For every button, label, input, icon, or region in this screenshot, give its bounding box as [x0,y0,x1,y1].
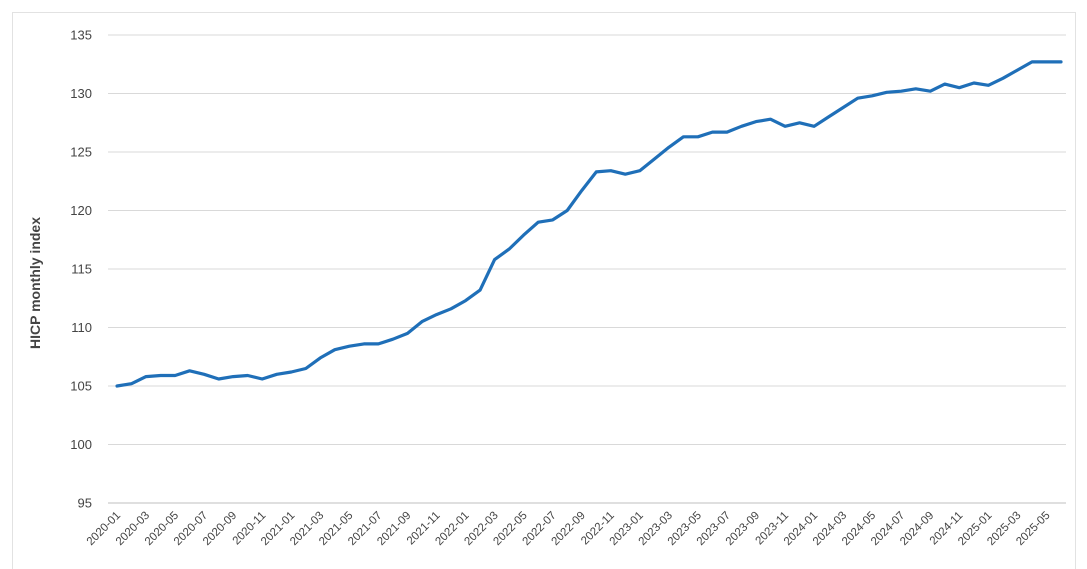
series-line [115,60,1063,388]
y-tick-label: 125 [70,145,92,160]
y-axis-ticks: 95 100 105 110 115 120 125 130 135 [70,28,92,511]
y-tick-label: 105 [70,379,92,394]
y-axis-label: HICP monthly index [27,217,43,349]
y-tick-label: 100 [70,437,92,452]
y-tick-label: 120 [70,203,92,218]
gridlines [108,34,1066,504]
y-tick-label: 110 [71,320,92,335]
series-group [115,60,1063,388]
y-tick-label: 135 [70,28,92,43]
y-tick-label: 95 [78,496,92,511]
y-tick-label: 115 [71,262,92,277]
y-tick-label: 130 [70,86,92,101]
chart-frame [12,12,1076,569]
x-axis-ticks: 2020-012020-032020-052020-072020-092020-… [85,510,1053,548]
